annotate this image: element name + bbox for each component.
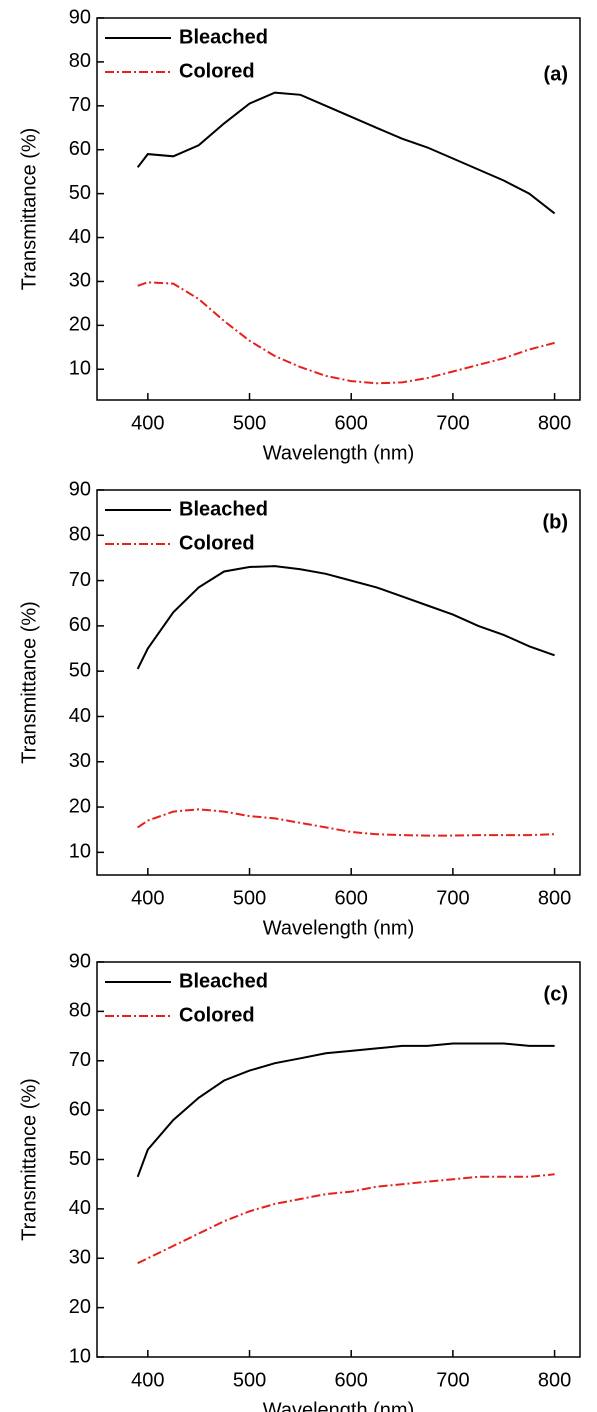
- x-tick-label: 600: [335, 412, 368, 434]
- x-tick-label: 800: [538, 1369, 571, 1391]
- y-axis-label: Transmittance (%): [18, 601, 40, 764]
- x-tick-label: 500: [233, 1369, 266, 1391]
- x-tick-label: 500: [233, 887, 266, 909]
- y-tick-label: 30: [69, 1247, 91, 1269]
- y-tick-label: 60: [69, 138, 91, 160]
- y-tick-label: 20: [69, 1296, 91, 1318]
- y-tick-label: 90: [69, 478, 91, 500]
- y-tick-label: 10: [69, 841, 91, 863]
- panel-label: (c): [544, 983, 568, 1005]
- plot-frame: [96, 961, 581, 1358]
- y-axis-label: Transmittance (%): [18, 1078, 40, 1241]
- plot-frame: [96, 489, 581, 876]
- y-tick-label: 80: [69, 50, 91, 72]
- y-tick-label: 50: [69, 1148, 91, 1170]
- y-tick-label: 90: [69, 6, 91, 28]
- y-tick-label: 10: [69, 1345, 91, 1367]
- x-tick-label: 500: [233, 412, 266, 434]
- y-tick-label: 40: [69, 226, 91, 248]
- x-tick-label: 700: [436, 412, 469, 434]
- panel-label: (a): [544, 63, 568, 85]
- legend-label: Bleached: [179, 970, 268, 992]
- x-tick-label: 700: [436, 1369, 469, 1391]
- y-tick-label: 50: [69, 182, 91, 204]
- y-tick-label: 20: [69, 795, 91, 817]
- x-axis-label: Wavelength (nm): [263, 1399, 415, 1412]
- x-tick-label: 600: [335, 887, 368, 909]
- y-tick-label: 10: [69, 358, 91, 380]
- x-tick-label: 400: [131, 1369, 164, 1391]
- y-tick-label: 70: [69, 1049, 91, 1071]
- y-tick-label: 40: [69, 705, 91, 727]
- x-axis-label: Wavelength (nm): [263, 917, 415, 939]
- x-tick-label: 800: [538, 887, 571, 909]
- x-tick-label: 700: [436, 887, 469, 909]
- legend-label: Bleached: [179, 498, 268, 520]
- y-tick-label: 60: [69, 1098, 91, 1120]
- series-line: [137, 281, 555, 385]
- x-axis-label: Wavelength (nm): [263, 442, 415, 464]
- y-tick-label: 90: [69, 950, 91, 972]
- y-tick-label: 40: [69, 1197, 91, 1219]
- x-tick-label: 400: [131, 887, 164, 909]
- y-tick-label: 50: [69, 659, 91, 681]
- y-tick-label: 30: [69, 750, 91, 772]
- series-line: [137, 808, 555, 837]
- x-tick-label: 400: [131, 412, 164, 434]
- plot-frame: [96, 17, 581, 401]
- series-line: [137, 1173, 555, 1265]
- y-tick-label: 70: [69, 94, 91, 116]
- legend-label: Colored: [179, 532, 255, 554]
- y-tick-label: 30: [69, 270, 91, 292]
- legend-label: Colored: [179, 1004, 255, 1026]
- y-tick-label: 80: [69, 1000, 91, 1022]
- y-tick-label: 60: [69, 614, 91, 636]
- panel-label: (b): [542, 511, 568, 533]
- series-line: [136, 565, 555, 670]
- y-tick-label: 70: [69, 569, 91, 591]
- y-tick-label: 20: [69, 314, 91, 336]
- series-line: [136, 91, 556, 215]
- series-line: [136, 1042, 555, 1178]
- x-tick-label: 600: [335, 1369, 368, 1391]
- y-axis-label: Transmittance (%): [18, 128, 40, 291]
- legend-label: Bleached: [179, 26, 268, 48]
- legend-label: Colored: [179, 60, 255, 82]
- x-tick-label: 800: [538, 412, 571, 434]
- y-tick-label: 80: [69, 524, 91, 546]
